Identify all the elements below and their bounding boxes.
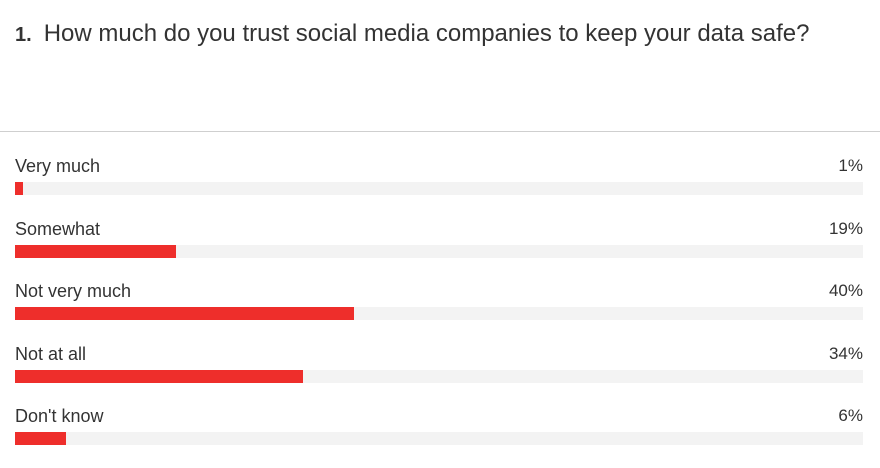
answer-label: Not very much: [15, 281, 132, 301]
answer-label: Very much: [15, 156, 101, 176]
result-row: Somewhat 19%: [15, 218, 863, 281]
answer-percentage: 6%: [838, 406, 863, 425]
bar-fill: [15, 432, 66, 445]
bar-fill: [15, 244, 176, 258]
bar-fill: [15, 369, 303, 383]
bar-track: [15, 432, 863, 445]
answer-percentage: 34%: [828, 343, 863, 363]
bar-track: [15, 369, 863, 383]
result-row: Don't know 6%: [15, 405, 863, 468]
bar-fill: [15, 182, 23, 195]
bar-track: [15, 244, 863, 258]
question-text: How much do you trust social media compa…: [43, 20, 810, 47]
bar-fill: [15, 307, 354, 320]
answer-percentage: 40%: [828, 281, 863, 300]
bar-track: [15, 182, 863, 195]
answer-label: Don't know: [15, 406, 104, 426]
answer-label: Not at all: [15, 343, 87, 364]
divider: [0, 131, 880, 132]
question-title: 1. How much do you trust social media com…: [15, 16, 845, 53]
answer-percentage: 19%: [828, 218, 863, 238]
result-row: Not very much 40%: [15, 280, 863, 343]
bar-track: [15, 307, 863, 320]
answer-percentage: 1%: [838, 156, 863, 175]
answer-label: Somewhat: [15, 218, 101, 239]
results-chart: Very much 1% Somewhat 19% Not very much 40% No…: [15, 155, 863, 468]
question-number: 1.: [15, 24, 32, 46]
result-row: Not at all 34%: [15, 343, 863, 406]
result-row: Very much 1%: [15, 155, 863, 218]
